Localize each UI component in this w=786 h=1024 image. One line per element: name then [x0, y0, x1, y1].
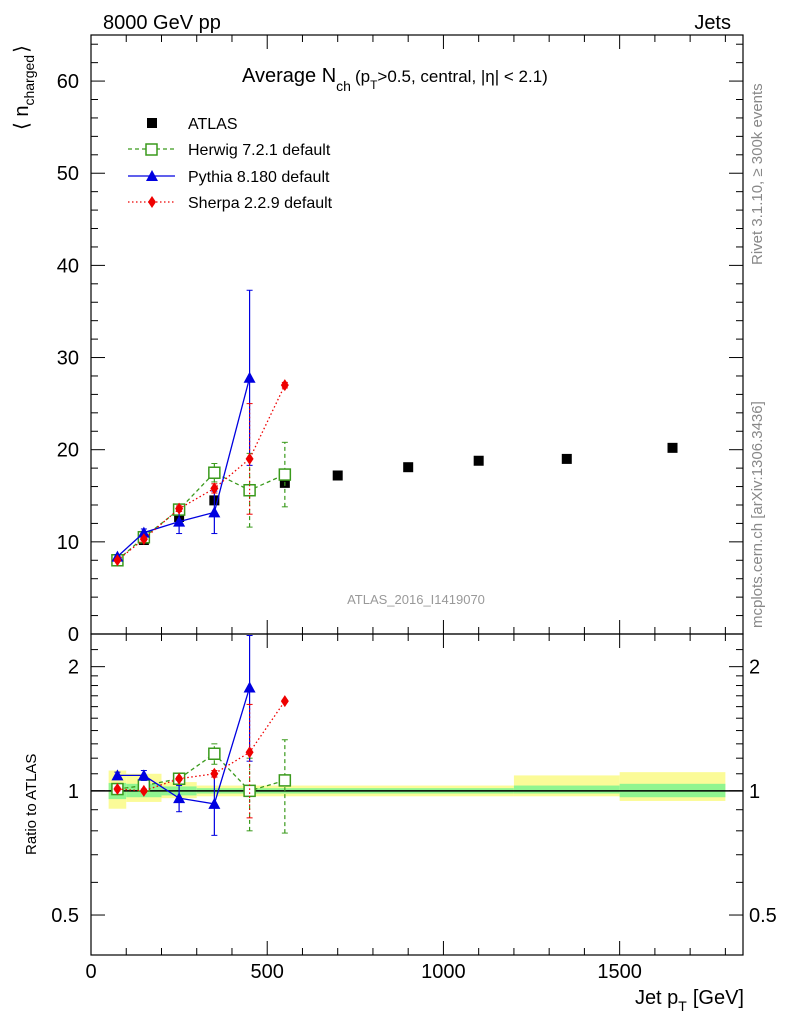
atlas-point — [473, 455, 484, 466]
main-line-pythia — [116, 377, 251, 558]
main-ytick-label-4: 40 — [57, 255, 79, 277]
ratio-point-pythia — [243, 681, 256, 693]
main-point-pythia — [208, 506, 221, 518]
main-point-sherpa — [139, 533, 148, 546]
ratio-ytick-label-left-0: 0.5 — [51, 905, 79, 927]
ratio-point-herwig — [243, 784, 256, 798]
legend-label-atlas: ATLAS — [188, 116, 238, 133]
ratio-point-sherpa — [175, 772, 184, 785]
main-point-sherpa — [210, 482, 219, 495]
atlas-point — [667, 442, 678, 453]
ratio-xtick-label-3: 1500 — [597, 961, 642, 983]
ratio-point-pythia — [111, 769, 124, 781]
ratio-plot-area: 0 500 1000 1500 0.5 0.5 1 1 2 2 — [51, 634, 777, 983]
main-ytick-label-2: 20 — [57, 440, 79, 462]
main-ytick-label-5: 50 — [57, 163, 79, 185]
ratio-point-sherpa — [245, 746, 254, 759]
ratio-point-pythia — [208, 797, 221, 809]
legend-label-pythia: Pythia 8.180 default — [188, 169, 330, 186]
atlas-point — [561, 453, 572, 464]
legend-marker-atlas — [147, 118, 157, 128]
main-ytick-label-0: 0 — [68, 624, 79, 646]
legend-label-sherpa: Sherpa 2.2.9 default — [188, 195, 333, 212]
main-point-pythia — [173, 515, 186, 527]
ratio-point-pythia — [137, 769, 150, 781]
ratio-ytick-label-left-2: 2 — [68, 657, 79, 679]
main-point-sherpa — [175, 502, 184, 515]
ratio-point-sherpa — [280, 695, 289, 708]
main-title: Average Nch (pT>0.5, central, |η| < 2.1) — [242, 65, 548, 94]
energy-label: 8000 GeV pp — [103, 12, 221, 34]
ratio-point-sherpa — [139, 784, 148, 797]
ratio-y-axis-label: Ratio to ATLAS — [23, 754, 40, 855]
ratio-band-inner-4 — [513, 785, 620, 794]
rivet-label: Rivet 3.1.10, ≥ 300k events — [749, 83, 766, 265]
main-point-sherpa — [245, 452, 254, 465]
ratio-point-herwig — [278, 774, 292, 787]
atlas-point — [332, 470, 343, 481]
ratio-point-herwig — [208, 747, 221, 761]
ratio-point-sherpa — [113, 783, 122, 796]
main-ytick-label-6: 60 — [57, 71, 79, 93]
ratio-ytick-label-left-1: 1 — [68, 781, 79, 803]
analysis-label: ATLAS_2016_I1419070 — [347, 592, 485, 607]
main-point-herwig — [278, 468, 292, 481]
atlas-point — [403, 462, 414, 473]
main-point-sherpa — [113, 554, 122, 567]
main-point-pythia — [137, 526, 150, 538]
main-point-pythia — [243, 371, 256, 383]
ratio-point-pythia — [173, 792, 186, 804]
ratio-xtick-label-0: 0 — [85, 961, 96, 983]
ratio-ytick-label-right-0: 0.5 — [749, 905, 777, 927]
main-point-herwig — [208, 466, 221, 479]
main-point-sherpa — [280, 379, 289, 392]
mcplots-label: mcplots.cern.ch [arXiv:1306.3436] — [749, 401, 766, 628]
ratio-panel-frame — [90, 633, 744, 956]
ratio-ytick-label-right-2: 2 — [749, 657, 760, 679]
legend-marker-pythia — [146, 170, 158, 181]
svg-text:⟨ ncharged⟩: ⟨ ncharged⟩ — [11, 45, 37, 130]
ratio-point-sherpa — [210, 767, 219, 780]
main-line-sherpa — [117, 384, 286, 561]
legend: ATLAS Herwig 7.2.1 default Pythia 8.180 … — [128, 116, 333, 212]
x-axis-label: Jet pT [GeV] — [635, 987, 744, 1014]
main-plot-area: 0 10 20 30 40 50 60 — [57, 35, 743, 646]
legend-marker-sherpa — [148, 196, 156, 208]
legend-label-herwig: Herwig 7.2.1 default — [188, 142, 331, 159]
ratio-xtick-label-1: 500 — [251, 961, 284, 983]
ratio-ytick-label-right-1: 1 — [749, 781, 760, 803]
main-ytick-label-1: 10 — [57, 532, 79, 554]
main-ytick-label-3: 30 — [57, 348, 79, 370]
process-label: Jets — [694, 12, 731, 34]
main-line-herwig — [117, 471, 286, 561]
legend-marker-herwig — [145, 143, 158, 156]
ratio-xtick-label-2: 1000 — [421, 961, 466, 983]
main-y-axis-label: ⟨ ncharged⟩ — [11, 45, 37, 130]
